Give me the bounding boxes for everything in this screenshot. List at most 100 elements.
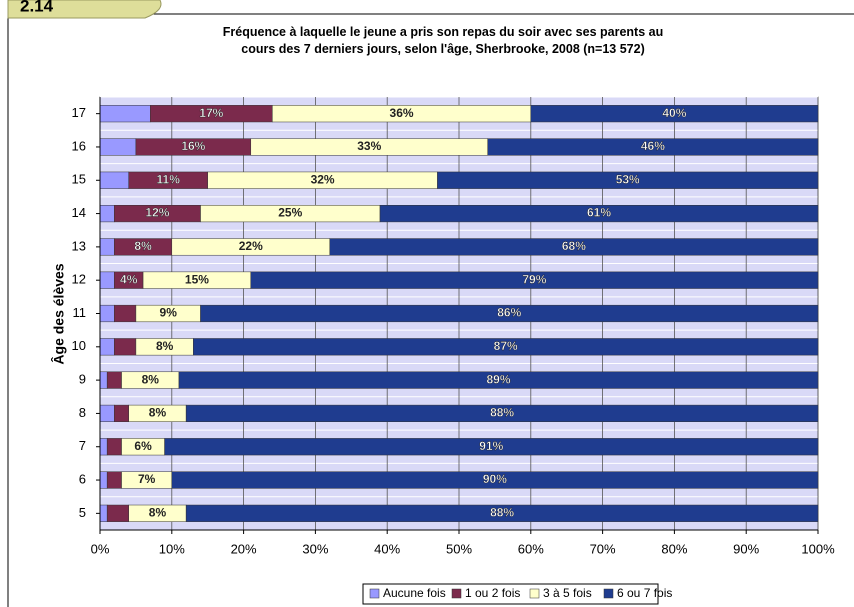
data-label: 15% bbox=[185, 272, 209, 286]
data-label: 8% bbox=[142, 372, 160, 386]
data-label: 61% bbox=[587, 206, 611, 220]
x-tick-label: 80% bbox=[661, 541, 687, 556]
legend-swatch bbox=[451, 588, 462, 599]
chart-title: Fréquence à laquelle le jeune a pris son… bbox=[223, 25, 663, 56]
bar-segment bbox=[99, 471, 108, 489]
bar-segment bbox=[99, 504, 108, 522]
bar-segment bbox=[114, 338, 137, 356]
x-tick-label: 40% bbox=[374, 541, 400, 556]
badge: 2.14 bbox=[20, 0, 54, 15]
data-label: 89% bbox=[486, 372, 510, 386]
bar-segment bbox=[106, 504, 129, 522]
x-tick-label: 50% bbox=[446, 541, 472, 556]
data-label: 8% bbox=[134, 239, 152, 253]
data-label: 6% bbox=[134, 439, 152, 453]
bar-segment bbox=[106, 471, 122, 489]
bar-segment bbox=[379, 205, 819, 223]
bar-segment bbox=[99, 271, 115, 289]
bar-segment bbox=[106, 438, 122, 456]
y-tick-label: 14 bbox=[72, 205, 86, 220]
data-label: 22% bbox=[239, 239, 263, 253]
legend-label: Aucune fois bbox=[383, 586, 446, 600]
legend-swatch bbox=[369, 588, 380, 599]
data-label: 8% bbox=[149, 506, 167, 520]
data-label: 25% bbox=[278, 206, 302, 220]
data-label: 46% bbox=[641, 139, 665, 153]
y-tick-label: 11 bbox=[73, 305, 87, 320]
data-label: 8% bbox=[156, 339, 174, 353]
data-label: 4% bbox=[120, 272, 138, 286]
bar-segment bbox=[164, 438, 819, 456]
x-tick-label: 90% bbox=[733, 541, 759, 556]
bar-segment bbox=[99, 438, 108, 456]
data-label: 36% bbox=[390, 106, 414, 120]
legend-swatch bbox=[603, 588, 614, 599]
x-tick-label: 20% bbox=[231, 541, 257, 556]
bar-segment bbox=[171, 471, 819, 489]
data-label: 68% bbox=[562, 239, 586, 253]
data-label: 88% bbox=[490, 506, 514, 520]
data-label: 33% bbox=[357, 139, 381, 153]
bar-segment bbox=[178, 371, 819, 389]
badge-shape bbox=[7, 0, 162, 19]
bar-segment bbox=[99, 105, 151, 123]
y-tick-label: 17 bbox=[72, 105, 86, 120]
data-label: 12% bbox=[145, 206, 169, 220]
bar-segment bbox=[185, 404, 819, 423]
data-label: 90% bbox=[483, 472, 507, 486]
data-label: 11% bbox=[157, 172, 181, 186]
y-tick-label: 15 bbox=[72, 172, 86, 187]
data-label: 16% bbox=[181, 139, 205, 153]
bar-segment bbox=[193, 338, 819, 356]
bar-segment bbox=[185, 504, 819, 522]
legend-box bbox=[362, 583, 659, 605]
bar-segment bbox=[329, 238, 819, 256]
legend-label: 3 à 5 fois bbox=[543, 586, 592, 600]
bar-segment bbox=[106, 371, 122, 389]
bar-segment bbox=[99, 304, 115, 323]
legend-swatch bbox=[529, 588, 540, 599]
x-tick-label: 70% bbox=[590, 541, 616, 556]
bar-segment bbox=[114, 404, 129, 423]
y-axis-label: Âge des élèves bbox=[50, 263, 67, 364]
x-tick-label: 30% bbox=[302, 541, 328, 556]
y-tick-label: 8 bbox=[79, 405, 86, 420]
y-tick-label: 7 bbox=[79, 438, 86, 453]
bar-segment bbox=[99, 205, 115, 223]
data-label: 87% bbox=[494, 339, 518, 353]
y-tick-label: 10 bbox=[72, 338, 86, 353]
data-label: 88% bbox=[490, 406, 514, 420]
bar-segment bbox=[530, 105, 819, 123]
bar-segment bbox=[250, 271, 819, 289]
data-label: 17% bbox=[199, 106, 223, 120]
data-label: 40% bbox=[662, 106, 686, 120]
data-label: 79% bbox=[522, 272, 546, 286]
data-label: 8% bbox=[149, 406, 167, 420]
x-tick-label: 0% bbox=[91, 541, 110, 556]
legend-label: 6 ou 7 fois bbox=[617, 586, 672, 600]
bar-segment bbox=[99, 338, 115, 356]
y-tick-label: 9 bbox=[79, 372, 86, 387]
bar-segment bbox=[437, 171, 819, 189]
legend-label: 1 ou 2 fois bbox=[465, 586, 520, 600]
bar-segment bbox=[114, 304, 137, 323]
bar-segment bbox=[99, 138, 137, 156]
bar-segment bbox=[200, 304, 819, 323]
data-label: 7% bbox=[138, 472, 156, 486]
data-label: 91% bbox=[479, 439, 503, 453]
y-tick-label: 5 bbox=[79, 505, 86, 520]
bar-segment bbox=[99, 171, 129, 189]
y-tick-label: 12 bbox=[72, 272, 86, 287]
x-tick-label: 100% bbox=[801, 541, 835, 556]
bar-segment bbox=[99, 238, 115, 256]
x-tick-label: 10% bbox=[159, 541, 185, 556]
y-tick-label: 13 bbox=[72, 238, 86, 253]
x-tick-label: 60% bbox=[518, 541, 544, 556]
data-label: 53% bbox=[616, 172, 640, 186]
data-label: 86% bbox=[497, 306, 521, 320]
bar-segment bbox=[487, 138, 819, 156]
data-label: 9% bbox=[160, 306, 178, 320]
y-tick-label: 6 bbox=[79, 471, 86, 486]
y-tick-label: 16 bbox=[72, 138, 86, 153]
bar-segment bbox=[99, 404, 115, 423]
